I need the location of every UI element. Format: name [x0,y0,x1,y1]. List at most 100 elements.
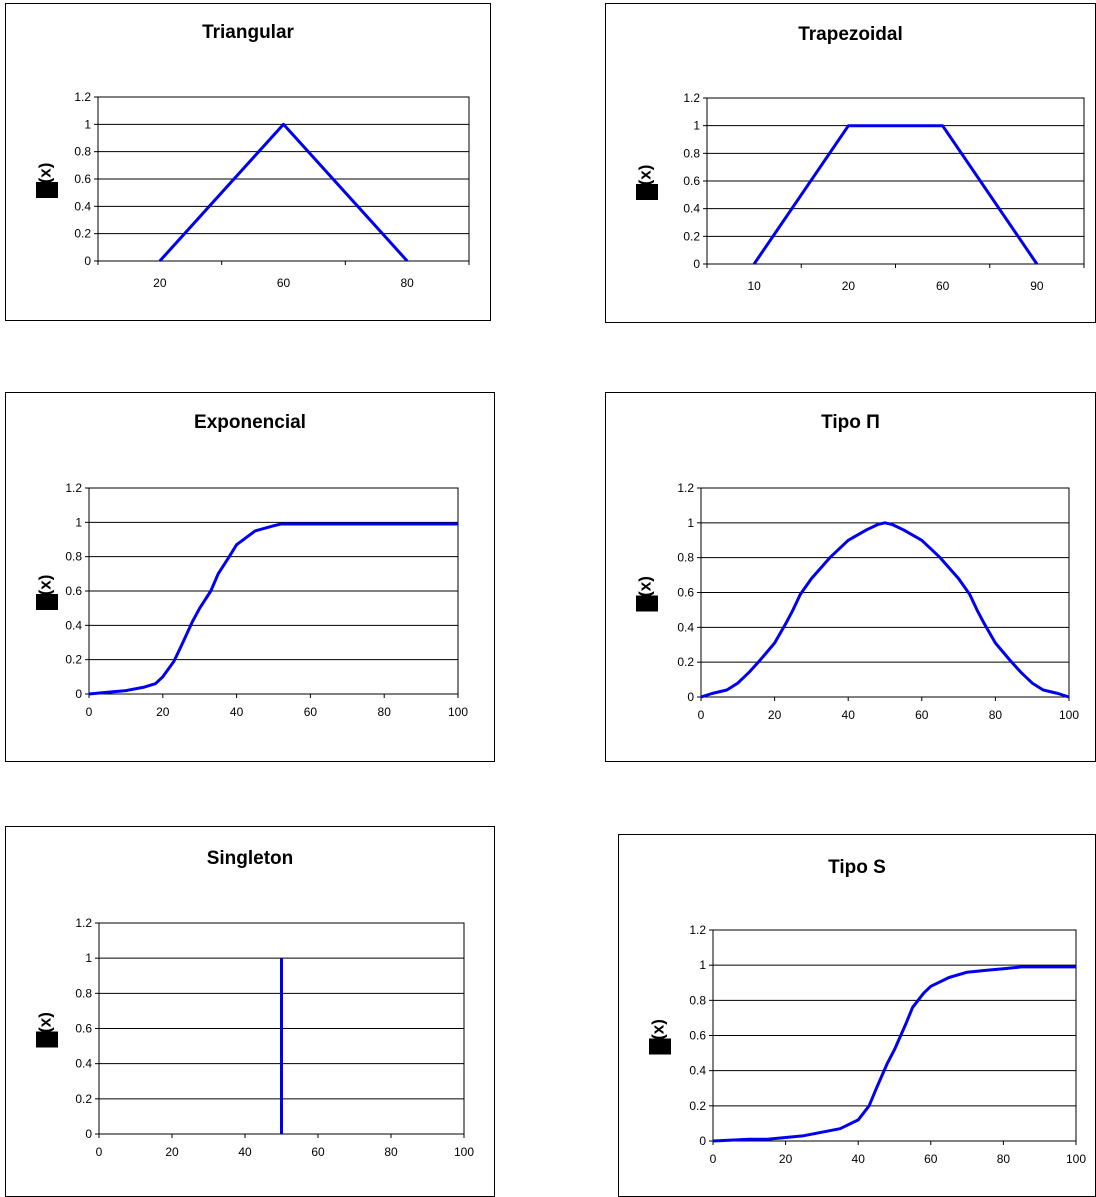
x-tick-label: 0 [710,1152,717,1166]
x-tick-label: 80 [384,1145,398,1159]
x-tick-label: 40 [852,1152,866,1166]
x-tick-label: 20 [153,276,167,290]
chart-title: Trapezoidal [798,24,903,45]
chart-panel-trapezoidal: Trapezoidal 0 0.2 0.4 0.6 0.8 1 1.2 10 20 60 90 (x) [605,3,1096,323]
x-tick-label: 20 [156,705,170,719]
chart-title: Tipo Π [821,412,880,433]
series-line [158,122,409,263]
chart-svg: Singleton 0 0.2 0.4 0.6 0.8 1 1.2 0 20 40 60 80 100 (x… [35,848,474,1159]
y-tick-label: 0.6 [683,174,700,188]
x-tick-label: 0 [86,705,93,719]
filled-square-icon [636,184,658,200]
x-tick-label: 100 [1066,1152,1086,1166]
filled-square-icon [636,595,658,612]
y-tick-label: 1 [85,951,92,965]
x-tick-label: 60 [915,708,929,722]
y-tick-label: 1.2 [75,916,92,930]
series-line [88,522,458,696]
chart-svg: Triangular 0 0.2 0.4 0.6 0.8 1 1.2 20 60 80 (x) [35,22,470,290]
y-tick-label: 0.2 [689,1099,706,1113]
y-tick-label: 0.2 [677,655,694,669]
y-tick-label: 1 [687,516,694,530]
chart-panel-tipo-s: Tipo S 0 0.2 0.4 0.6 0.8 1 1.2 0 20 40 60 80 100 (x) [618,834,1096,1197]
plot-area [97,96,470,262]
y-tick-label: 0 [699,1134,706,1148]
x-tick-label: 40 [230,705,244,719]
x-tick-label: 60 [311,1145,325,1159]
y-tick-label: 0.2 [683,229,700,243]
y-tick-label: 1.2 [689,923,706,937]
chart-svg: Trapezoidal 0 0.2 0.4 0.6 0.8 1 1.2 10 20 60 90 (x) [635,24,1085,293]
x-tick-label: 20 [768,708,782,722]
x-tick-label: 10 [747,279,761,293]
y-tick-label: 0 [687,690,694,704]
y-tick-label: 1.2 [683,91,700,105]
filled-square-icon [36,1031,58,1048]
y-tick-label: 1.2 [65,481,82,495]
chart-panel-singleton: Singleton 0 0.2 0.4 0.6 0.8 1 1.2 0 20 40 60 80 100 (x… [5,826,495,1197]
chart-svg: Tipo S 0 0.2 0.4 0.6 0.8 1 1.2 0 20 40 60 80 100 (x) [648,857,1086,1166]
series-line [700,521,1070,699]
x-tick-label: 60 [936,279,950,293]
y-tick-label: 0.6 [74,172,91,186]
x-tick-label: 40 [238,1145,252,1159]
y-tick-label: 0.4 [75,1057,92,1071]
y-axis-label: (x) [648,1019,667,1040]
x-tick-label: 80 [989,708,1003,722]
y-tick-label: 0 [84,254,91,268]
x-tick-label: 80 [378,705,392,719]
y-tick-label: 0.4 [677,620,694,634]
x-tick-label: 40 [842,708,856,722]
x-tick-label: 60 [277,276,291,290]
chart-panel-exponencial: Exponencial 0 0.2 0.4 0.6 0.8 1 1.2 0 20 40 60 80 100… [5,392,495,762]
y-tick-label: 0.4 [74,199,91,213]
x-tick-label: 20 [165,1145,179,1159]
x-tick-label: 0 [698,708,705,722]
y-tick-label: 0.6 [65,584,82,598]
y-tick-label: 1.2 [677,481,694,495]
y-tick-label: 0.8 [689,993,706,1007]
chart-title: Singleton [207,848,294,869]
y-tick-label: 1 [693,119,700,133]
x-tick-label: 20 [779,1152,793,1166]
y-tick-label: 0.6 [75,1022,92,1036]
y-tick-label: 0.8 [677,551,694,565]
plot-area [700,487,1070,698]
series-line [712,965,1076,1143]
filled-square-icon [36,182,58,198]
y-tick-label: 0.4 [683,202,700,216]
x-tick-label: 60 [924,1152,938,1166]
x-tick-label: 100 [448,705,468,719]
plot-area [88,487,459,695]
y-axis-label: (x) [635,165,654,186]
x-tick-label: 0 [96,1145,103,1159]
y-tick-label: 1 [75,515,82,529]
y-tick-label: 0.4 [689,1064,706,1078]
y-tick-label: 0 [85,1127,92,1141]
filled-square-icon [649,1038,671,1055]
y-tick-label: 0.8 [683,146,700,160]
x-tick-label: 80 [400,276,414,290]
y-tick-label: 0 [693,257,700,271]
y-tick-label: 0.6 [677,586,694,600]
x-tick-label: 60 [304,705,318,719]
y-tick-label: 0.4 [65,618,82,632]
plot-area [712,929,1077,1142]
y-tick-label: 0.8 [75,986,92,1000]
y-tick-label: 0.2 [75,1092,92,1106]
x-tick-label: 80 [997,1152,1011,1166]
chart-title: Tipo S [828,857,886,878]
y-tick-label: 0.8 [74,145,91,159]
chart-svg: Tipo Π 0 0.2 0.4 0.6 0.8 1 1.2 0 20 40 60 80 100 (x) [635,412,1079,722]
filled-square-icon [36,594,58,610]
chart-svg: Exponencial 0 0.2 0.4 0.6 0.8 1 1.2 0 20 40 60 80 100… [35,412,468,719]
y-axis-label: (x) [35,575,54,596]
chart-panel-triangular: Triangular 0 0.2 0.4 0.6 0.8 1 1.2 20 60 80 (x) [5,3,491,321]
y-tick-label: 0 [75,687,82,701]
x-tick-label: 100 [1059,708,1079,722]
chart-title: Triangular [202,22,294,43]
y-axis-label: (x) [35,163,54,184]
x-tick-label: 100 [454,1145,474,1159]
y-axis-label: (x) [35,1012,54,1033]
y-tick-label: 1 [84,117,91,131]
